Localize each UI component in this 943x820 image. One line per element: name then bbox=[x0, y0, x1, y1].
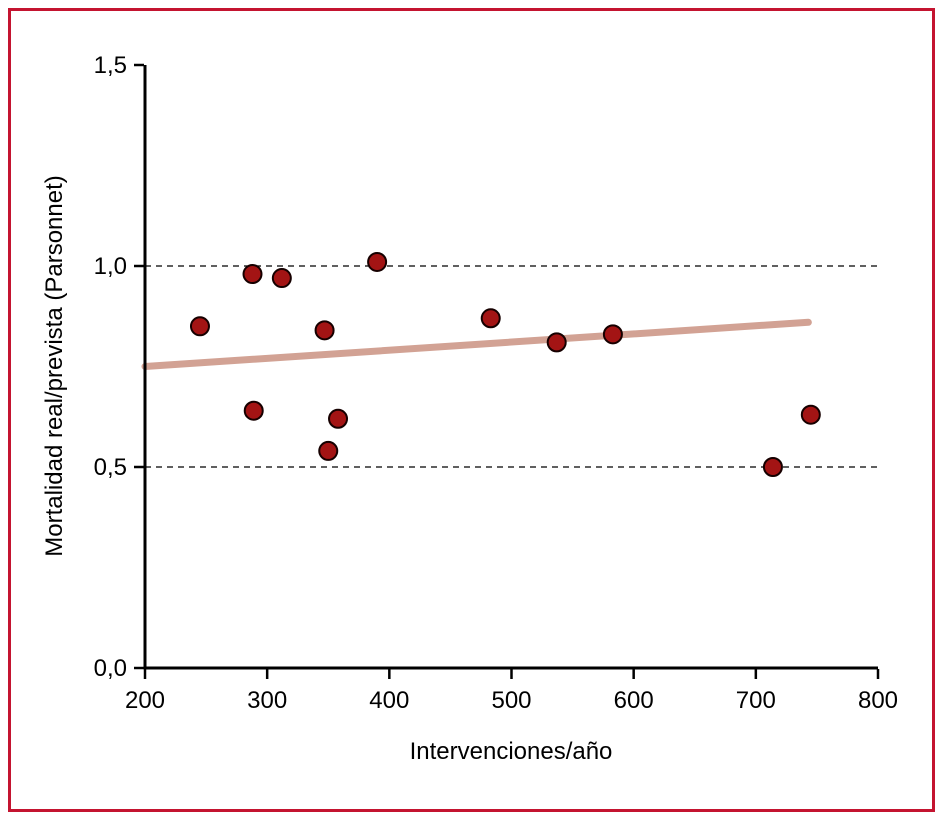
y-tick-label: 1,0 bbox=[94, 253, 127, 280]
data-point bbox=[328, 408, 349, 429]
data-point bbox=[367, 251, 388, 272]
x-tick-label: 300 bbox=[247, 687, 287, 714]
data-point bbox=[271, 268, 292, 289]
y-tick-label: 0,0 bbox=[94, 655, 127, 682]
x-axis-label: Intervenciones/año bbox=[409, 738, 613, 765]
x-tick-label: 200 bbox=[125, 687, 165, 714]
data-point bbox=[762, 457, 783, 477]
data-point bbox=[189, 316, 210, 337]
data-point bbox=[480, 308, 501, 329]
data-point bbox=[314, 320, 335, 341]
x-tick-label: 700 bbox=[736, 687, 776, 714]
data-point bbox=[546, 332, 567, 353]
data-point bbox=[800, 404, 821, 425]
trend-line bbox=[141, 318, 812, 370]
x-tick-label: 400 bbox=[369, 687, 409, 714]
data-point bbox=[602, 324, 623, 345]
x-tick-label: 800 bbox=[858, 687, 898, 714]
y-axis-label: Mortalidad real/prevista (Parsonnet) bbox=[41, 175, 68, 557]
y-tick-label: 0,5 bbox=[94, 454, 127, 481]
figure-frame bbox=[8, 8, 935, 812]
y-tick-label: 1,5 bbox=[94, 52, 127, 79]
data-point bbox=[243, 400, 264, 421]
data-point bbox=[242, 264, 263, 285]
data-point bbox=[318, 440, 339, 461]
x-tick-label: 500 bbox=[491, 687, 531, 714]
x-tick-label: 600 bbox=[614, 687, 654, 714]
